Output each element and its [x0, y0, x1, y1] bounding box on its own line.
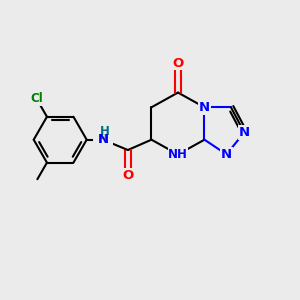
Text: H: H [98, 133, 108, 146]
Bar [28, 92, 46, 106]
Bar [168, 147, 188, 162]
Bar [172, 56, 184, 70]
Text: Cl: Cl [30, 92, 43, 105]
Bar [198, 100, 211, 115]
Text: O: O [172, 57, 184, 70]
Text: O: O [122, 169, 134, 182]
Bar [122, 168, 134, 182]
Text: NH: NH [168, 148, 188, 161]
Bar [220, 147, 233, 162]
Text: N: N [97, 133, 109, 146]
Bar [238, 125, 251, 140]
Text: N: N [239, 126, 250, 139]
Text: N: N [199, 101, 210, 114]
Text: N: N [221, 148, 232, 161]
Bar [93, 132, 113, 147]
Text: H: H [100, 125, 110, 138]
